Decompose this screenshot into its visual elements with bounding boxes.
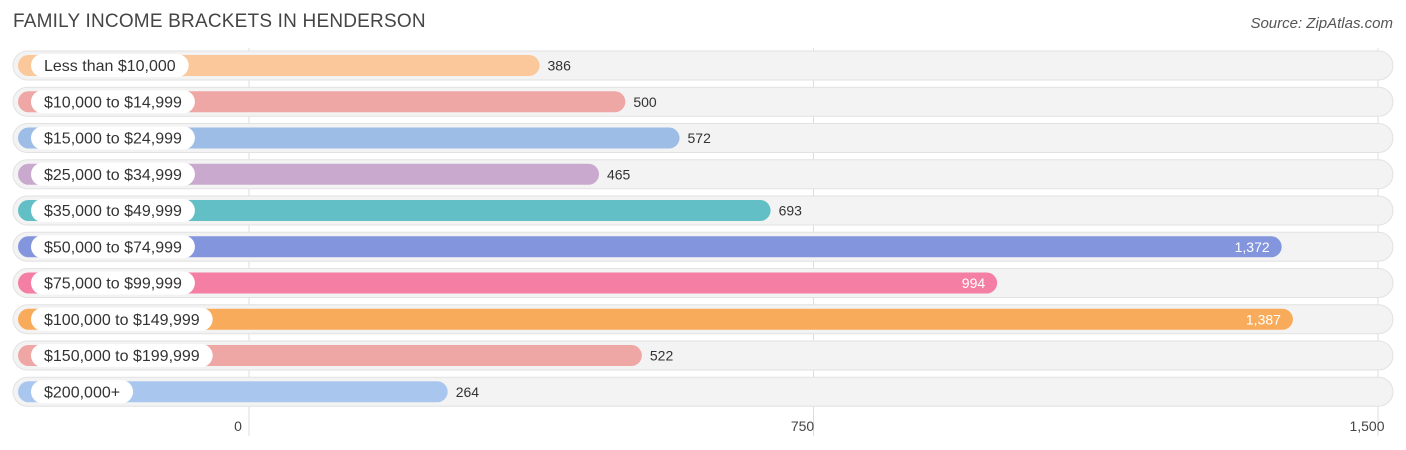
category-pill [31, 344, 213, 367]
category-label: $150,000 to $199,999 [44, 348, 200, 365]
bar [18, 272, 998, 294]
source-label: Source: ZipAtlas.com [1250, 15, 1393, 32]
value-label: 500 [633, 94, 657, 110]
category-pill [31, 199, 195, 222]
category-label: $10,000 to $14,999 [44, 94, 182, 111]
bar-row: $75,000 to $99,999 994 [12, 268, 1394, 298]
category-label: $50,000 to $74,999 [44, 239, 182, 256]
category-label: $35,000 to $49,999 [44, 203, 182, 220]
category-pill [31, 271, 195, 295]
category-pill [31, 235, 195, 259]
x-tick-label: 750 [791, 418, 815, 434]
value-label: 386 [548, 58, 572, 74]
bar-row: $100,000 to $149,999 1,387 [12, 304, 1394, 335]
category-label: $75,000 to $99,999 [44, 276, 182, 293]
value-label: 264 [456, 384, 480, 400]
category-label: $25,000 to $34,999 [44, 167, 182, 184]
value-label: 1,372 [1235, 239, 1270, 255]
bar-row: $10,000 to $14,999 500 [12, 86, 1394, 117]
bar-row: $15,000 to $24,999 572 [12, 123, 1394, 153]
category-label: Less than $10,000 [44, 58, 176, 75]
bar [18, 308, 1293, 330]
category-pill [31, 90, 195, 114]
category-label: $15,000 to $24,999 [44, 131, 182, 148]
value-label: 1,387 [1246, 311, 1281, 327]
category-pill [31, 307, 213, 331]
value-label: 465 [607, 166, 631, 182]
value-label: 994 [962, 275, 986, 291]
category-pill [31, 54, 189, 77]
category-pill [31, 162, 195, 186]
value-label: 693 [779, 203, 803, 219]
category-pill [31, 126, 195, 150]
category-pill [31, 380, 134, 404]
bar-row: $200,000+ 264 [12, 376, 1394, 407]
category-label: $200,000+ [44, 384, 120, 401]
bar [18, 236, 1282, 258]
category-label: $100,000 to $149,999 [44, 312, 200, 329]
chart-title: FAMILY INCOME BRACKETS IN HENDERSON [13, 11, 426, 32]
bar-row: $50,000 to $74,999 1,372 [12, 231, 1394, 262]
bar-row: $25,000 to $34,999 465 [12, 159, 1394, 190]
bar-row: $150,000 to $199,999 522 [12, 340, 1394, 371]
value-label: 522 [650, 348, 674, 364]
bar [18, 200, 771, 221]
bar-row: Less than $10,000 386 [12, 50, 1394, 81]
value-label: 572 [688, 130, 712, 146]
x-tick-label: 0 [234, 418, 242, 434]
bar-row: $35,000 to $49,999 693 [12, 195, 1394, 226]
x-tick-label: 1,500 [1349, 418, 1384, 434]
